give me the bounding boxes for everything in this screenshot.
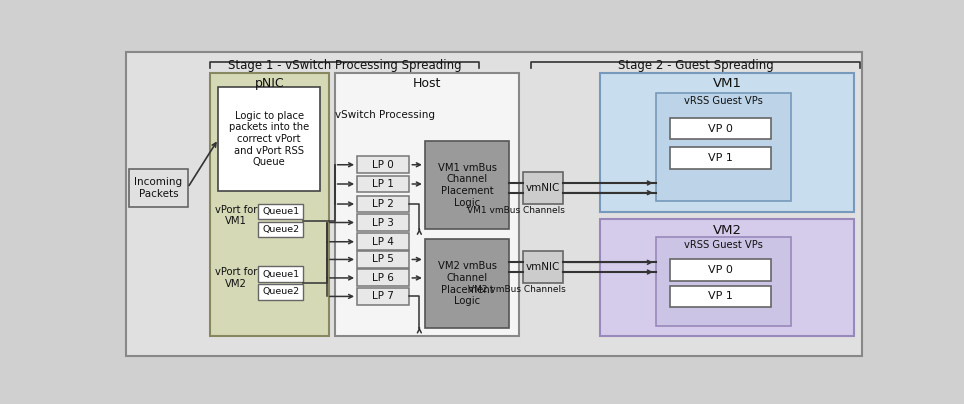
Text: VM1: VM1 — [712, 78, 742, 90]
Text: vmNIC: vmNIC — [526, 183, 560, 193]
Bar — [210, 73, 330, 337]
Text: Queue2: Queue2 — [262, 287, 300, 296]
Text: vRSS Guest VPs: vRSS Guest VPs — [683, 240, 763, 250]
Bar — [656, 93, 790, 201]
Text: VM2 vmBus
Channel
Placement
Logic: VM2 vmBus Channel Placement Logic — [438, 261, 496, 306]
Text: vmNIC: vmNIC — [526, 262, 560, 272]
Bar — [601, 219, 854, 337]
Text: vPort for
VM2: vPort for VM2 — [215, 267, 257, 289]
Text: Queue1: Queue1 — [262, 207, 300, 216]
Bar — [357, 269, 410, 286]
Text: pNIC: pNIC — [254, 77, 284, 90]
Text: vSwitch Processing: vSwitch Processing — [335, 110, 435, 120]
Text: VM1 vmBus Channels: VM1 vmBus Channels — [468, 206, 565, 215]
Bar — [258, 284, 303, 299]
Text: VM2: VM2 — [712, 224, 742, 237]
Bar — [258, 266, 303, 282]
Text: Stage 2 - Guest Spreading: Stage 2 - Guest Spreading — [618, 59, 773, 72]
Bar — [357, 233, 410, 250]
Bar — [425, 141, 509, 229]
Bar — [357, 196, 410, 213]
Text: LP 7: LP 7 — [372, 291, 394, 301]
Bar — [670, 147, 771, 168]
Bar — [129, 168, 188, 207]
Text: VM2 vmBus Channels: VM2 vmBus Channels — [468, 285, 565, 294]
Text: LP 3: LP 3 — [372, 217, 394, 227]
Text: Logic to place
packets into the
correct vPort
and vPort RSS
Queue: Logic to place packets into the correct … — [229, 111, 309, 167]
Bar — [601, 73, 854, 212]
Bar — [357, 251, 410, 268]
Bar — [258, 204, 303, 219]
Bar — [523, 172, 563, 204]
Bar — [335, 73, 520, 337]
Text: VM1 vmBus
Channel
Placement
Logic: VM1 vmBus Channel Placement Logic — [438, 163, 496, 208]
Text: Queue2: Queue2 — [262, 225, 300, 234]
Text: VP 1: VP 1 — [708, 153, 733, 163]
Text: VP 1: VP 1 — [708, 291, 733, 301]
Text: vRSS Guest VPs: vRSS Guest VPs — [683, 96, 763, 106]
Text: vPort for
VM1: vPort for VM1 — [215, 205, 257, 226]
Bar — [670, 286, 771, 307]
Text: Queue1: Queue1 — [262, 269, 300, 279]
Bar — [357, 288, 410, 305]
Text: LP 4: LP 4 — [372, 237, 394, 247]
Bar — [670, 259, 771, 281]
Bar — [670, 118, 771, 139]
Text: VP 0: VP 0 — [708, 265, 733, 275]
Bar — [258, 222, 303, 237]
Bar — [523, 251, 563, 283]
Text: Incoming
Packets: Incoming Packets — [134, 177, 182, 199]
Bar — [219, 87, 320, 191]
Text: LP 6: LP 6 — [372, 273, 394, 283]
Text: VP 0: VP 0 — [708, 124, 733, 134]
Bar — [357, 214, 410, 231]
Text: Host: Host — [413, 77, 442, 90]
Bar — [357, 156, 410, 173]
Text: LP 1: LP 1 — [372, 179, 394, 189]
Bar — [425, 240, 509, 328]
Text: LP 2: LP 2 — [372, 199, 394, 209]
Text: LP 0: LP 0 — [372, 160, 394, 170]
Bar — [656, 237, 790, 326]
Bar — [357, 175, 410, 192]
Text: Stage 1 - vSwitch Processing Spreading: Stage 1 - vSwitch Processing Spreading — [228, 59, 462, 72]
Text: LP 5: LP 5 — [372, 255, 394, 265]
